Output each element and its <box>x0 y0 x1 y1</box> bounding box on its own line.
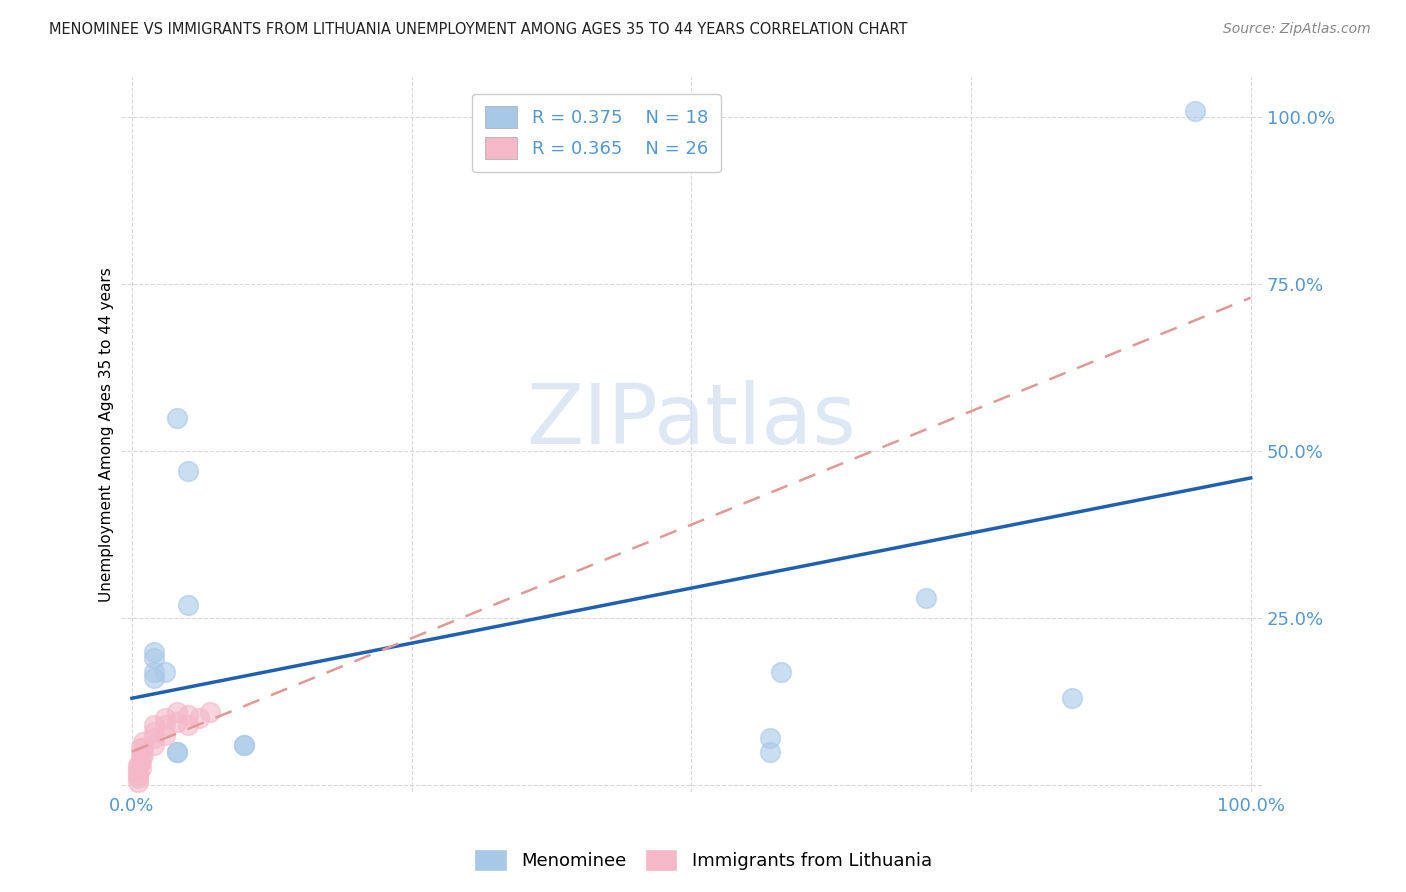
Point <box>177 598 200 612</box>
Point <box>132 734 155 748</box>
Point <box>166 705 188 719</box>
Point <box>143 724 166 739</box>
Point <box>769 665 792 679</box>
Point <box>758 745 780 759</box>
Point <box>166 745 188 759</box>
Point <box>188 711 211 725</box>
Y-axis label: Unemployment Among Ages 35 to 44 years: Unemployment Among Ages 35 to 44 years <box>100 268 114 602</box>
Point <box>143 671 166 685</box>
Point <box>143 738 166 752</box>
Point <box>143 718 166 732</box>
Point <box>177 464 200 478</box>
Point <box>758 731 780 746</box>
Point <box>166 745 188 759</box>
Point <box>143 731 166 746</box>
Legend: R = 0.375    N = 18, R = 0.365    N = 26: R = 0.375 N = 18, R = 0.365 N = 26 <box>472 94 721 172</box>
Point <box>143 651 166 665</box>
Point <box>127 761 149 775</box>
Point <box>166 714 188 729</box>
Point <box>200 705 222 719</box>
Point <box>177 718 200 732</box>
Point <box>127 774 149 789</box>
Point <box>1060 691 1083 706</box>
Point <box>127 772 149 786</box>
Point <box>129 741 152 756</box>
Point <box>129 755 152 769</box>
Point <box>1184 103 1206 118</box>
Point <box>143 644 166 658</box>
Point <box>129 761 152 775</box>
Point <box>232 738 254 752</box>
Legend: Menominee, Immigrants from Lithuania: Menominee, Immigrants from Lithuania <box>467 842 939 879</box>
Point <box>127 768 149 782</box>
Text: MENOMINEE VS IMMIGRANTS FROM LITHUANIA UNEMPLOYMENT AMONG AGES 35 TO 44 YEARS CO: MENOMINEE VS IMMIGRANTS FROM LITHUANIA U… <box>49 22 908 37</box>
Point <box>155 728 177 742</box>
Point <box>132 741 155 756</box>
Text: Source: ZipAtlas.com: Source: ZipAtlas.com <box>1223 22 1371 37</box>
Point <box>177 707 200 722</box>
Point <box>915 591 938 606</box>
Point <box>155 665 177 679</box>
Text: ZIPatlas: ZIPatlas <box>526 380 856 461</box>
Point <box>127 758 149 772</box>
Point <box>127 764 149 779</box>
Point <box>155 718 177 732</box>
Point <box>166 410 188 425</box>
Point <box>132 747 155 762</box>
Point <box>143 665 166 679</box>
Point <box>232 738 254 752</box>
Point <box>155 711 177 725</box>
Point <box>129 747 152 762</box>
